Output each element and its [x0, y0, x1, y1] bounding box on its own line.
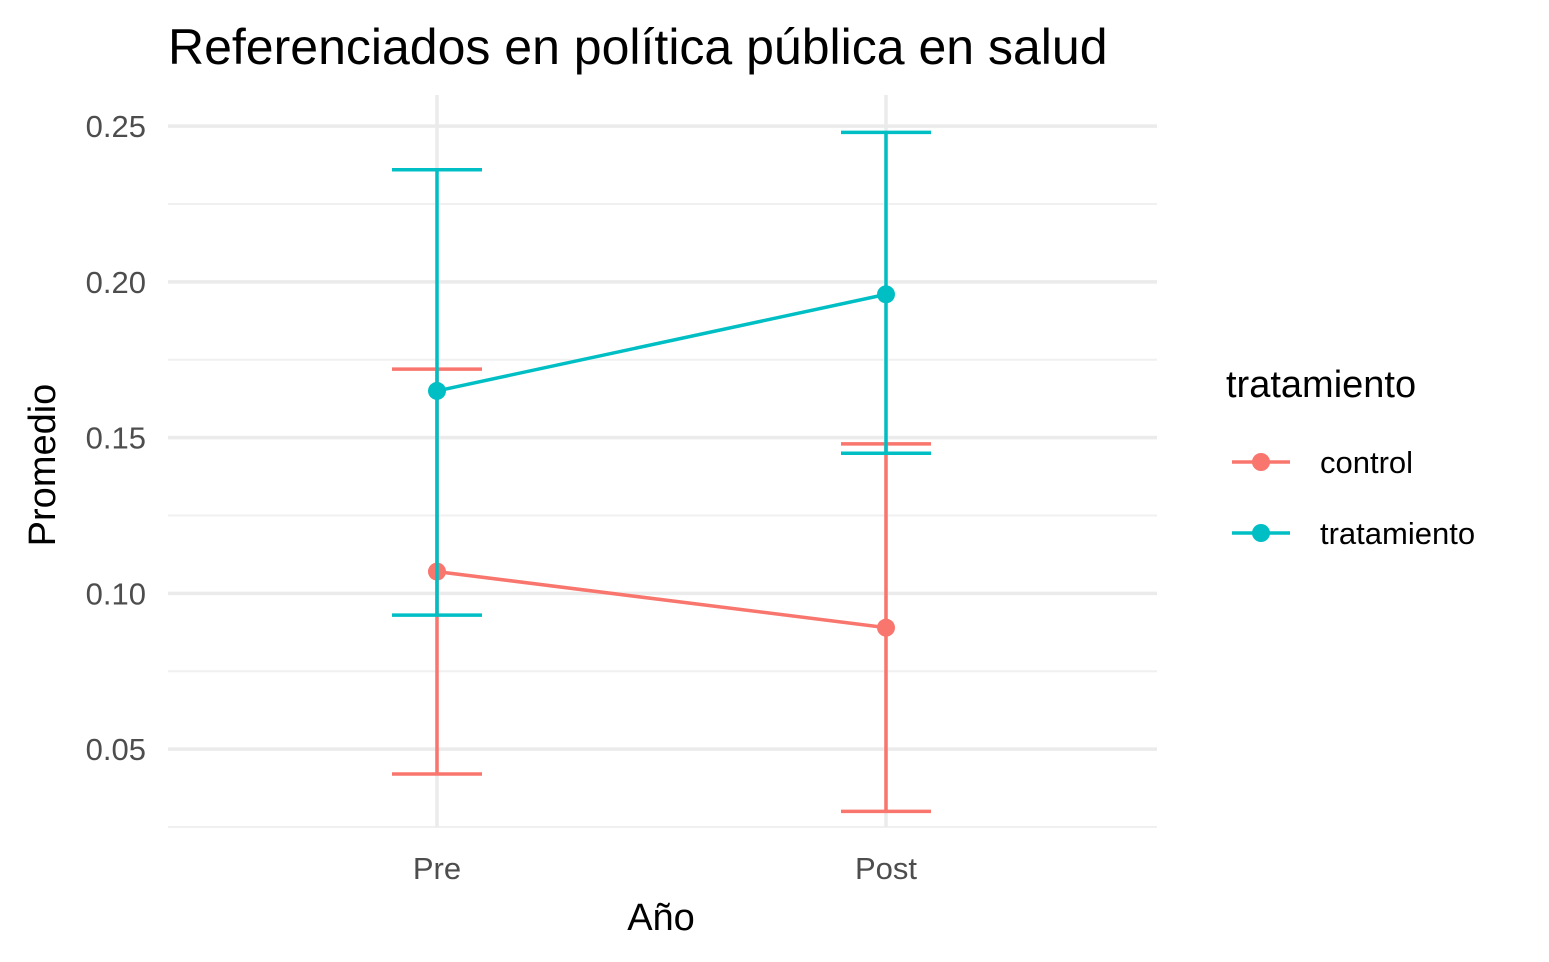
y-tick-label: 0.25: [86, 109, 146, 144]
y-axis-title: Promedio: [22, 384, 64, 547]
data-point-control: [877, 618, 895, 637]
legend-label: tratamiento: [1320, 516, 1475, 551]
x-tick-label: Post: [855, 851, 917, 886]
chart-title: Referenciados en política pública en sal…: [168, 19, 1108, 75]
series-line-control: [436, 569, 887, 630]
x-tick-label: Pre: [413, 851, 461, 886]
series-tratamiento: [392, 130, 931, 617]
legend-item-control: control: [1232, 445, 1413, 480]
y-tick-label: 0.20: [86, 265, 146, 300]
x-tick-labels: Pre Post: [413, 851, 918, 886]
y-tick-label: 0.10: [86, 576, 146, 611]
legend-key-point: [1252, 453, 1270, 471]
grid: [168, 95, 1157, 828]
x-axis-title: Año: [627, 897, 695, 939]
data-point-tratamiento: [428, 381, 446, 400]
series-line-tratamiento: [436, 292, 887, 393]
legend-item-tratamiento: tratamiento: [1232, 516, 1475, 551]
y-tick-label: 0.15: [86, 421, 146, 456]
legend-key-point: [1252, 524, 1270, 542]
series-layer: [392, 130, 931, 814]
legend: tratamiento control tratamiento: [1226, 364, 1475, 551]
legend-title: tratamiento: [1226, 364, 1416, 406]
data-point-tratamiento: [877, 285, 895, 304]
y-tick-label: 0.05: [86, 732, 146, 767]
series-control: [392, 367, 931, 814]
legend-label: control: [1320, 445, 1413, 480]
y-tick-labels: 0.05 0.10 0.15 0.20 0.25: [86, 109, 146, 767]
